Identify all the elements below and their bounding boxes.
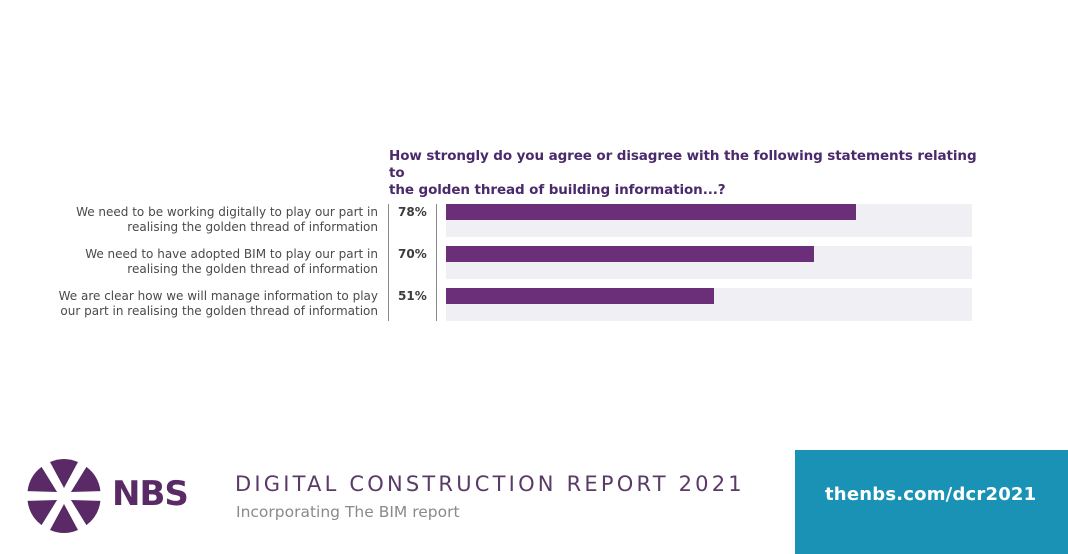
category-label-line: We need to be working digitally to play … — [76, 205, 378, 219]
label-divider-line — [388, 204, 389, 321]
report-url-link[interactable]: thenbs.com/dcr2021 — [825, 484, 1037, 505]
category-label: We need to have adopted BIM to play our … — [38, 247, 378, 277]
bar — [446, 204, 857, 220]
bar — [446, 288, 715, 304]
category-label-line: We are clear how we will manage informat… — [58, 289, 378, 303]
bar — [446, 246, 815, 262]
logo-petal — [70, 466, 101, 492]
category-label-line: our part in realising the golden thread … — [60, 304, 378, 318]
nbs-star-icon — [27, 459, 101, 533]
logo-petal — [27, 500, 58, 526]
nbs-logo-text: NBS — [112, 474, 189, 514]
category-label-line: realising the golden thread of informati… — [127, 220, 378, 234]
category-label: We need to be working digitally to play … — [38, 205, 378, 235]
category-label-line: We need to have adopted BIM to play our … — [85, 247, 378, 261]
value-label: 70% — [398, 247, 427, 261]
chart-title-line-1: How strongly do you agree or disagree wi… — [389, 148, 977, 181]
logo-petal — [50, 504, 78, 533]
nbs-logo — [26, 458, 102, 538]
logo-petal — [50, 459, 78, 488]
category-label-line: realising the golden thread of informati… — [127, 262, 378, 276]
category-label: We are clear how we will manage informat… — [38, 289, 378, 319]
chart-title-line-2: the golden thread of building informatio… — [389, 182, 726, 198]
report-title: DIGITAL CONSTRUCTION REPORT 2021 — [235, 472, 745, 496]
value-label: 51% — [398, 289, 427, 303]
url-panel[interactable]: thenbs.com/dcr2021 — [795, 450, 1068, 554]
logo-petal — [70, 500, 101, 526]
axis-line — [436, 204, 437, 321]
chart-title: How strongly do you agree or disagree wi… — [389, 148, 989, 199]
value-label: 78% — [398, 205, 427, 219]
report-subtitle: Incorporating The BIM report — [236, 503, 460, 521]
logo-petal — [27, 466, 58, 492]
